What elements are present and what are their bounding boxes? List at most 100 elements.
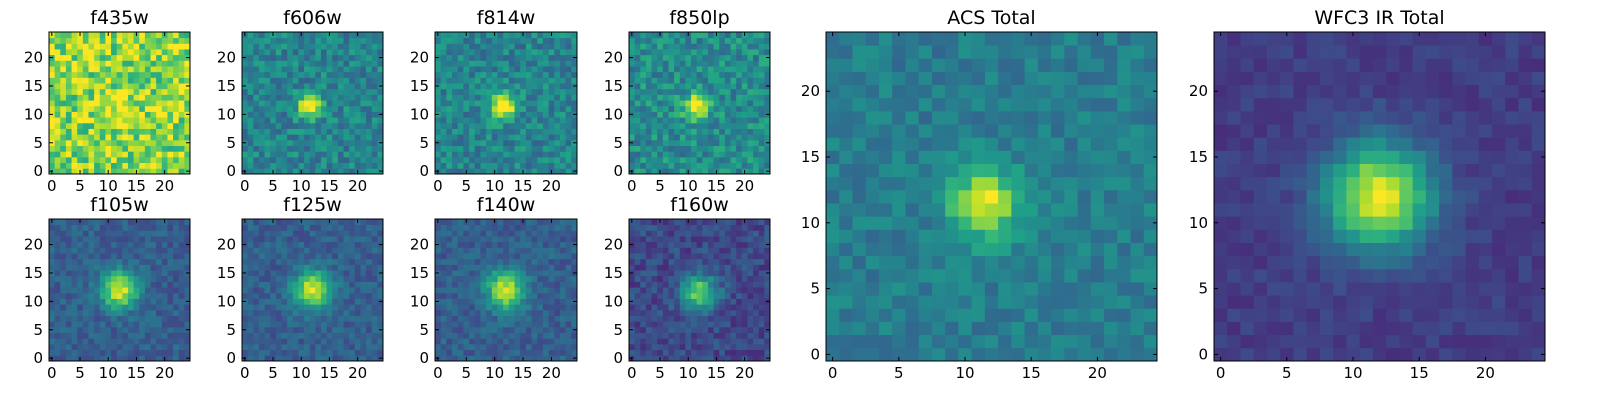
pixel-cell bbox=[764, 49, 771, 56]
pixel-cell bbox=[531, 332, 538, 339]
pixel-cell bbox=[270, 304, 277, 311]
pixel-cell bbox=[173, 281, 180, 288]
pixel-cell bbox=[173, 355, 180, 362]
pixel-cell bbox=[634, 49, 641, 56]
pixel-cell bbox=[292, 219, 299, 226]
pixel-cell bbox=[54, 139, 61, 146]
pixel-cell bbox=[503, 275, 510, 282]
pixel-cell bbox=[105, 145, 112, 152]
pixel-cell bbox=[730, 315, 737, 322]
pixel-cell bbox=[440, 66, 447, 73]
pixel-cell bbox=[571, 94, 578, 101]
pixel-cell bbox=[287, 264, 294, 271]
pixel-cell bbox=[178, 309, 185, 316]
pixel-cell bbox=[758, 355, 765, 362]
pixel-cell bbox=[736, 275, 743, 282]
pixel-cell bbox=[674, 151, 681, 158]
pixel-cell bbox=[377, 117, 384, 124]
pixel-cell bbox=[332, 71, 339, 78]
pixel-cell bbox=[139, 230, 146, 237]
pixel-cell bbox=[258, 105, 265, 112]
pixel-cell bbox=[497, 128, 504, 135]
pixel-cell bbox=[105, 343, 112, 351]
pixel-cell bbox=[713, 128, 720, 135]
pixel-cell bbox=[446, 145, 453, 152]
pixel-cell bbox=[88, 151, 95, 158]
pixel-cell bbox=[264, 139, 271, 146]
pixel-cell bbox=[360, 117, 367, 124]
pixel-cell bbox=[674, 270, 681, 277]
pixel-cell bbox=[116, 139, 123, 146]
pixel-cell bbox=[651, 326, 658, 333]
pixel-cell bbox=[337, 247, 344, 254]
pixel-cell bbox=[349, 105, 356, 112]
pixel-cell bbox=[679, 139, 686, 146]
pixel-cell bbox=[634, 298, 641, 305]
pixel-cell bbox=[542, 145, 549, 152]
pixel-cell bbox=[326, 292, 333, 299]
pixel-cell bbox=[161, 224, 168, 231]
pixel-cell bbox=[446, 326, 453, 333]
pixel-cell bbox=[469, 71, 476, 78]
pixel-cell bbox=[88, 253, 95, 260]
pixel-cell bbox=[662, 100, 669, 107]
pixel-cell bbox=[565, 60, 572, 67]
pixel-cell bbox=[167, 54, 174, 61]
pixel-cell bbox=[480, 60, 487, 67]
pixel-cell bbox=[469, 37, 476, 44]
pixel-cell bbox=[65, 37, 72, 44]
pixel-cell bbox=[88, 349, 95, 356]
pixel-cell bbox=[326, 236, 333, 243]
pixel-cell bbox=[94, 270, 101, 277]
pixel-cell bbox=[144, 77, 151, 84]
pixel-cell bbox=[503, 270, 510, 277]
pixel-cell bbox=[707, 304, 714, 311]
pixel-cell bbox=[354, 270, 361, 277]
pixel-cell bbox=[332, 343, 339, 351]
pixel-cell bbox=[503, 77, 510, 84]
pixel-cell bbox=[99, 100, 106, 107]
pixel-cell bbox=[178, 83, 185, 90]
pixel-cell bbox=[685, 151, 692, 158]
pixel-cell bbox=[645, 134, 652, 141]
pixel-cell bbox=[486, 304, 493, 311]
pixel-cell bbox=[111, 122, 118, 129]
pixel-cell bbox=[88, 54, 95, 61]
pixel-cell bbox=[122, 247, 129, 254]
pixel-cell bbox=[724, 338, 731, 345]
pixel-cell bbox=[463, 224, 470, 231]
pixel-cell bbox=[71, 309, 78, 316]
pixel-cell bbox=[508, 321, 515, 328]
pixel-cell bbox=[258, 60, 265, 67]
pixel-cell bbox=[60, 281, 67, 288]
pixel-cell bbox=[94, 219, 101, 226]
pixel-cell bbox=[503, 298, 510, 305]
pixel-cell bbox=[354, 37, 361, 44]
pixel-cell bbox=[486, 54, 493, 61]
pixel-cell bbox=[71, 117, 78, 124]
pixel-cell bbox=[150, 224, 157, 231]
pixel-cell bbox=[258, 253, 265, 260]
pixel-cell bbox=[525, 258, 532, 265]
pixel-cell bbox=[657, 275, 664, 282]
pixel-cell bbox=[753, 151, 760, 158]
pixel-cell bbox=[525, 332, 532, 339]
pixel-cell bbox=[281, 54, 288, 61]
pixel-cell bbox=[77, 326, 84, 333]
pixel-cell bbox=[440, 100, 447, 107]
pixel-cell bbox=[446, 151, 453, 158]
pixel-cell bbox=[565, 281, 572, 288]
pixel-cell bbox=[173, 338, 180, 345]
pixel-cell bbox=[531, 315, 538, 322]
pixel-cell bbox=[60, 298, 67, 305]
pixel-cell bbox=[122, 49, 129, 56]
pixel-cell bbox=[691, 343, 698, 351]
pixel-cell bbox=[150, 145, 157, 152]
pixel-cell bbox=[758, 105, 765, 112]
pixel-cell bbox=[486, 66, 493, 73]
pixel-cell bbox=[173, 298, 180, 305]
pixel-cell bbox=[264, 315, 271, 322]
pixel-cell bbox=[435, 145, 442, 152]
pixel-cell bbox=[343, 349, 350, 356]
pixel-cell bbox=[320, 151, 327, 158]
